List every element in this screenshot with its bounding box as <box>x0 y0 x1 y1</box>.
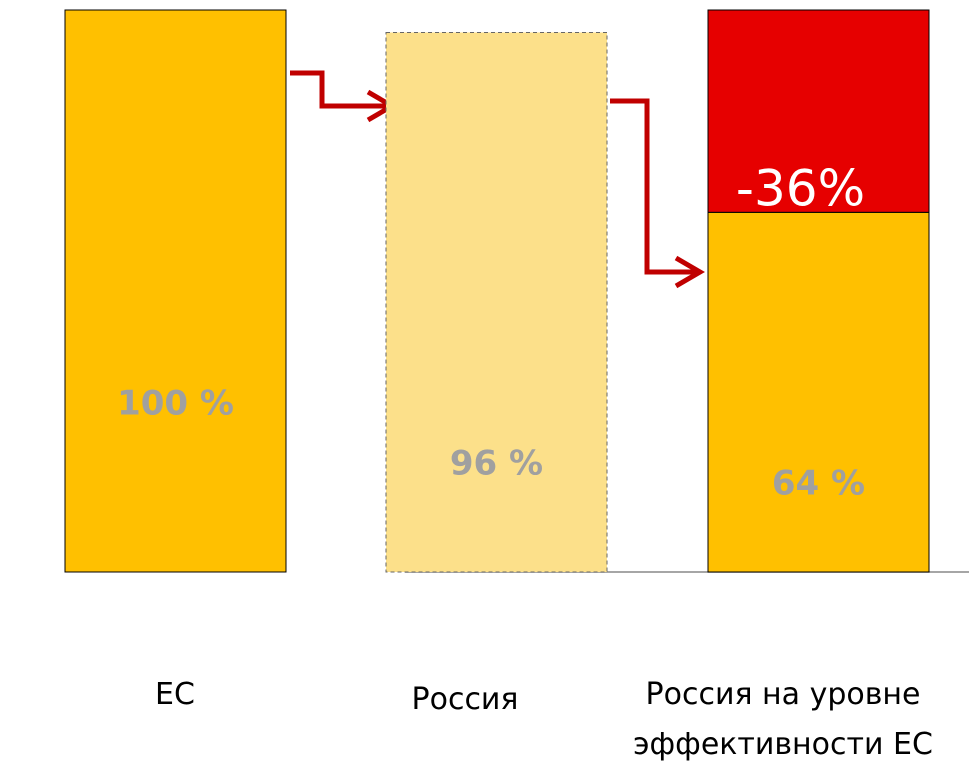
value-label: 100 % <box>117 384 234 424</box>
category-label: Россия <box>411 682 519 717</box>
bar <box>64 9 287 573</box>
category-label: Россия на уровне эффективности ЕС <box>633 677 933 762</box>
bar <box>385 31 608 573</box>
value-label: 64 % <box>772 464 865 504</box>
arrow <box>610 98 700 275</box>
arrow <box>290 70 392 109</box>
value-label: 96 % <box>450 444 543 484</box>
category-label: ЕС <box>155 677 195 712</box>
bar <box>707 211 930 573</box>
bar-segment <box>707 9 930 213</box>
value-label: -36% <box>736 160 865 218</box>
arrow-head <box>674 255 705 289</box>
